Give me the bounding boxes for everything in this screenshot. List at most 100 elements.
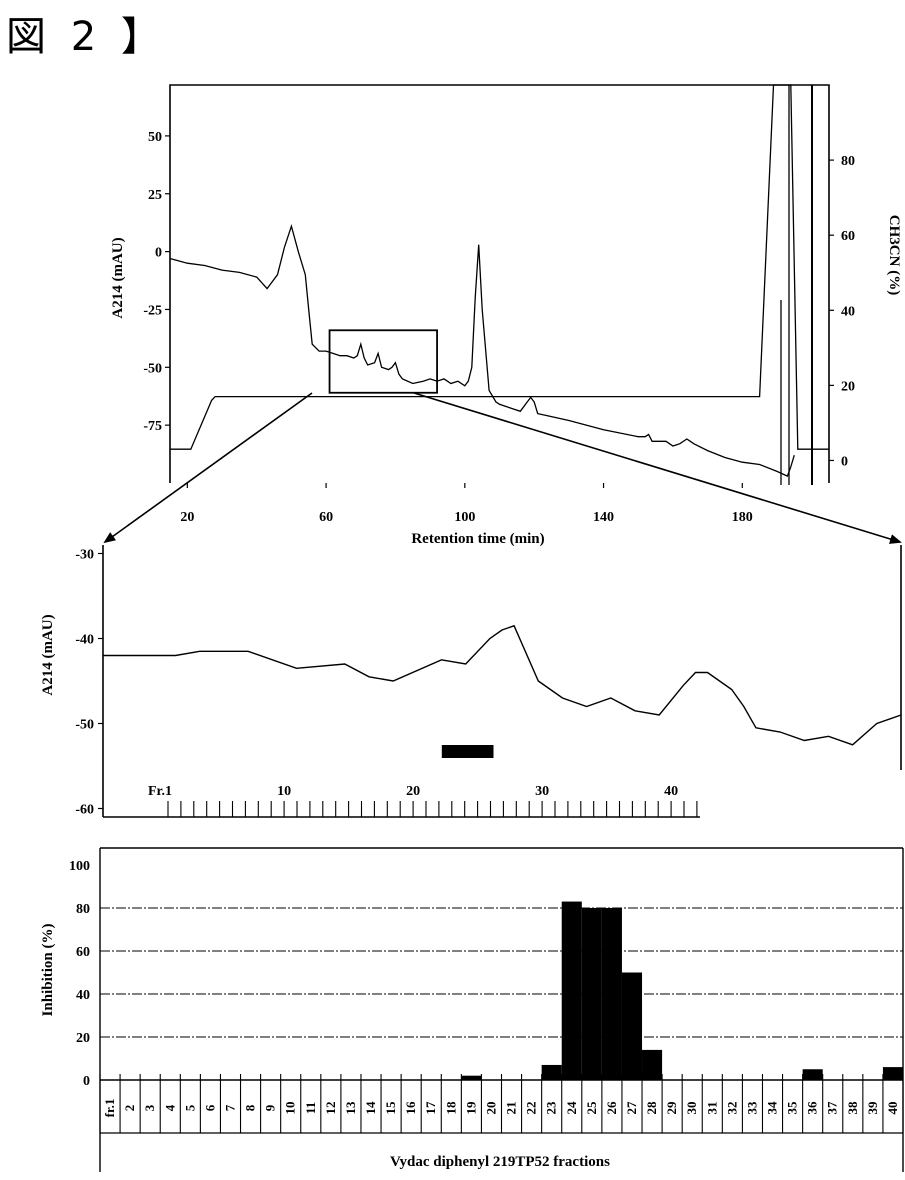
category-label: fr.1 [102,1099,117,1118]
category-label: 14 [363,1101,378,1115]
category-label: 30 [684,1102,699,1115]
category-label: 32 [724,1102,739,1115]
top-x-tick-label: 60 [319,510,333,525]
inhibition-bar [461,1076,481,1080]
top-y-tick-label: 25 [148,188,162,203]
bar-y-tick-label: 80 [76,902,90,917]
category-label: 7 [223,1104,238,1111]
mid-y-axis-label: A214 (mAU) [40,614,56,695]
category-label: 21 [504,1102,519,1115]
category-label: 11 [303,1102,318,1114]
top-x-tick-label: 180 [732,510,753,525]
category-label: 37 [825,1101,840,1115]
fraction-label: 10 [277,784,291,799]
top-y2-tick-label: 0 [841,454,848,469]
fraction-label: 20 [406,784,420,799]
category-label: 23 [544,1101,559,1115]
category-label: 9 [263,1104,278,1111]
category-label: 4 [162,1104,177,1111]
category-label: 16 [403,1101,418,1115]
bar-x-axis-label: Vydac diphenyl 219TP52 fractions [390,1154,610,1170]
bar-category-axis: fr.1234567891011121314151617181920212223… [100,1074,903,1133]
bar-y-tick-label: 60 [76,945,90,960]
top-y-axis: 50 25 0 -25 -50 -75 [143,130,170,434]
top-y-tick-label: -50 [143,361,162,376]
fraction-tick-labels: Fr.1 10 20 30 40 [148,784,678,799]
top-x-tick-label: 100 [454,510,475,525]
top-y2-tick-label: 20 [841,379,855,394]
zoom-connector-right [414,393,900,542]
absorbance-trace [170,226,794,476]
category-label: 19 [463,1101,478,1115]
category-label: 22 [524,1102,539,1115]
category-label: 6 [202,1104,217,1111]
top-y-tick-label: -25 [143,303,162,318]
category-label: 10 [283,1102,298,1115]
acetonitrile-gradient-line [170,85,829,449]
bar-y-tick-label: 100 [69,859,90,874]
collected-fraction-bar [442,745,494,758]
category-label: 28 [644,1101,659,1115]
category-label: 31 [704,1102,719,1115]
category-label: 39 [865,1101,880,1115]
category-label: 15 [383,1101,398,1115]
top-x-axis-label: Retention time (min) [411,531,544,547]
bar-y-tick-label: 40 [76,988,90,1003]
category-label: 12 [323,1102,338,1115]
zoomed-chromatogram: -30-40-50-60 Fr.110203040 A214 (mAU) [40,545,901,818]
category-label: 17 [423,1101,438,1115]
category-label: 35 [785,1101,800,1115]
inhibition-bar-chart: 100806040200 fr.123456789101112131415161… [40,848,903,1172]
top-x-tick-label: 140 [593,510,614,525]
category-label: 5 [182,1104,197,1111]
category-label: 33 [744,1101,759,1115]
zoom-region-box [330,330,438,392]
fraction-label: 40 [664,784,678,799]
top-y-tick-label: -75 [143,419,162,434]
category-label: 18 [443,1101,458,1115]
category-label: 40 [885,1102,900,1115]
top-y-tick-label: 0 [155,246,162,261]
bar-y-axis-label: Inhibition (%) [40,924,56,1017]
category-label: 2 [122,1105,137,1112]
top-y2-tick-label: 60 [841,229,855,244]
top-y2-tick-label: 40 [841,304,855,319]
category-label: 27 [624,1101,639,1115]
zoomed-absorbance-trace [103,626,901,745]
inhibition-bar [602,908,622,1080]
inhibition-bar [622,973,642,1081]
category-label: 13 [343,1101,358,1115]
fraction-tick-marks [168,801,697,817]
zoom-connector-left [105,393,312,542]
category-label: 3 [142,1104,157,1111]
category-label: 20 [484,1102,499,1115]
mid-y-axis: -30-40-50-60 [75,548,103,818]
inhibition-bar [803,1069,823,1080]
bar-y-tick-label: 0 [83,1074,90,1089]
category-label: 25 [584,1101,599,1115]
category-label: 34 [765,1101,780,1115]
inhibition-bar [542,1065,562,1080]
top-x-axis: 20 60 100 140 180 [180,483,752,525]
mid-y-tick-label: -60 [75,803,94,818]
top-y-tick-label: 50 [148,130,162,145]
top-y-axis-label: A214 (mAU) [110,237,126,318]
fraction-label: Fr.1 [148,784,172,799]
category-label: 26 [604,1101,619,1115]
top-y2-axis: 806040200 [829,154,855,469]
top-x-tick-label: 20 [180,510,194,525]
category-label: 36 [805,1101,820,1115]
mid-y-tick-label: -40 [75,633,94,648]
mid-y-tick-label: -30 [75,548,94,563]
bar-y-tick-label: 20 [76,1031,90,1046]
inhibition-bar [642,1050,662,1080]
fraction-label: 30 [535,784,549,799]
category-label: 38 [845,1101,860,1115]
bar-gridlines [100,908,903,1037]
category-label: 24 [564,1101,579,1115]
bar-y-axis: 100 80 60 40 20 0 [69,859,903,1089]
inhibition-bar [562,902,582,1080]
category-label: 29 [664,1101,679,1115]
top-y2-axis-label: CH3CN (%) [886,215,902,295]
